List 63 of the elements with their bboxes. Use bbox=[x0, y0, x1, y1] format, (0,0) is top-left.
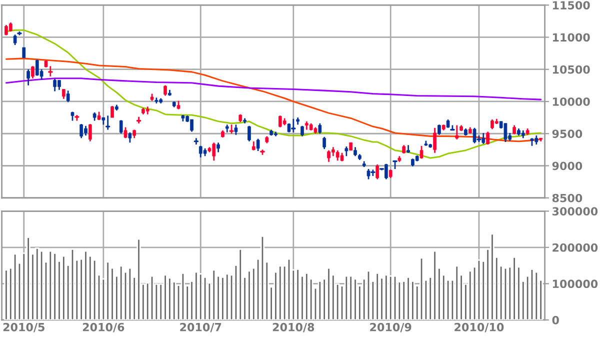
candlestick bbox=[13, 34, 17, 46]
candlestick bbox=[62, 88, 66, 100]
x-tick-label: 2010/8 bbox=[272, 322, 314, 332]
y-tick-label: 8500 bbox=[552, 194, 582, 202]
x-tick-label: 2010/5 bbox=[3, 322, 44, 332]
y-tick-label: 11500 bbox=[553, 1, 590, 10]
bar bbox=[353, 278, 358, 320]
bar bbox=[4, 269, 8, 320]
candlestick bbox=[128, 132, 132, 144]
candlestick bbox=[504, 122, 508, 143]
y-tick-label: 100000 bbox=[553, 280, 598, 288]
candlestick bbox=[248, 125, 251, 142]
bar bbox=[136, 238, 141, 320]
candlestick bbox=[256, 138, 260, 152]
candlestick bbox=[376, 164, 380, 180]
line-series bbox=[5, 58, 542, 142]
bar bbox=[260, 235, 265, 320]
y-tick-label: 0 bbox=[552, 316, 559, 324]
line-series bbox=[5, 29, 542, 159]
candlestick bbox=[31, 65, 34, 80]
candlestick bbox=[322, 136, 326, 150]
candlestick bbox=[344, 146, 348, 157]
candlestick bbox=[216, 142, 220, 153]
bar bbox=[12, 253, 18, 320]
y-tick-label: 10500 bbox=[553, 65, 590, 74]
candlestick bbox=[291, 118, 296, 134]
candlestick bbox=[26, 68, 30, 86]
candlestick bbox=[88, 123, 92, 142]
y-tick-label: 9000 bbox=[552, 162, 582, 170]
bar bbox=[503, 267, 508, 320]
candlestick bbox=[66, 90, 70, 103]
y-tick-label: 200000 bbox=[552, 243, 598, 252]
candlestick bbox=[234, 124, 238, 136]
bar bbox=[202, 276, 208, 320]
x-tick-label: 2010/9 bbox=[370, 322, 412, 332]
bar bbox=[530, 268, 534, 320]
candlestick bbox=[455, 124, 459, 140]
candlestick bbox=[119, 119, 123, 134]
bar bbox=[476, 259, 482, 320]
y-tick-label: 11000 bbox=[553, 33, 590, 42]
bar bbox=[84, 250, 88, 320]
candlestick bbox=[438, 124, 441, 136]
candlestick bbox=[420, 145, 424, 160]
x-tick-label: 2010/7 bbox=[180, 322, 222, 332]
x-tick-label: 2010/10 bbox=[454, 322, 504, 332]
y-tick-label: 10000 bbox=[553, 97, 590, 106]
bar bbox=[366, 270, 371, 320]
y-tick-label: 9500 bbox=[552, 130, 582, 138]
bar bbox=[70, 248, 75, 320]
candlestick bbox=[318, 122, 322, 134]
y-tick-label: 300000 bbox=[552, 207, 598, 216]
bar bbox=[286, 258, 292, 320]
candlestick bbox=[110, 105, 114, 118]
bar bbox=[326, 267, 331, 320]
candlestick bbox=[22, 46, 26, 58]
candlestick bbox=[486, 130, 490, 146]
bar bbox=[150, 275, 154, 320]
bar bbox=[392, 275, 398, 320]
line-series bbox=[5, 78, 542, 100]
bar bbox=[419, 257, 424, 320]
candlestick bbox=[433, 127, 436, 154]
x-tick-label: 2010/6 bbox=[82, 322, 124, 332]
bar bbox=[180, 272, 186, 320]
